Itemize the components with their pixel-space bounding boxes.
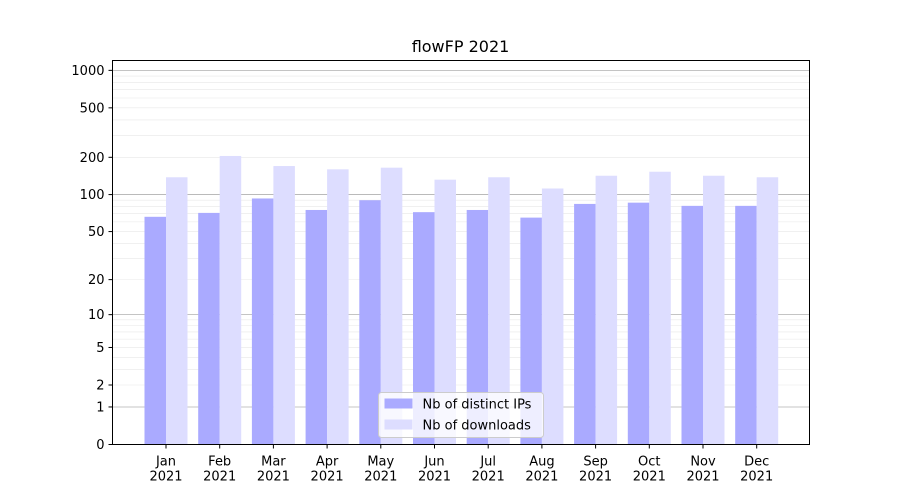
legend-label: Nb of distinct IPs xyxy=(423,398,532,413)
bar-distinct-ips xyxy=(574,203,596,445)
bar-downloads xyxy=(434,179,456,445)
x-tick-label: Jun 2021 xyxy=(418,455,451,485)
legend-label: Nb of downloads xyxy=(423,419,532,434)
x-tick-label: Apr 2021 xyxy=(311,455,344,485)
bar-downloads xyxy=(166,177,188,445)
y-tick-label: 1 xyxy=(96,400,104,415)
x-tick-label: Sep 2021 xyxy=(579,455,612,485)
bar-downloads xyxy=(380,167,403,445)
y-tick-label: 5 xyxy=(96,341,104,356)
legend-box xyxy=(378,392,544,438)
x-tick-label: Feb 2021 xyxy=(203,455,236,485)
x-tick-label: Nov 2021 xyxy=(686,455,719,485)
chart-title: flowFP 2021 xyxy=(412,37,510,56)
y-tick-label: 500 xyxy=(80,101,105,116)
bar-distinct-ips xyxy=(735,205,757,445)
y-tick-label: 0 xyxy=(96,438,104,453)
bar-distinct-ips xyxy=(305,209,328,445)
bar-distinct-ips xyxy=(144,216,166,445)
y-tick-label: 1000 xyxy=(71,64,104,79)
y-tick-label: 100 xyxy=(80,188,105,203)
bar-distinct-ips xyxy=(198,212,220,445)
legend-swatch xyxy=(384,398,413,409)
x-tick-label: Aug 2021 xyxy=(525,455,558,485)
bar-downloads xyxy=(756,177,779,445)
y-tick-label: 10 xyxy=(88,308,105,323)
x-tick-label: May 2021 xyxy=(364,455,397,485)
bar-downloads xyxy=(273,166,295,445)
x-tick-label: Jul 2021 xyxy=(472,455,505,485)
y-tick-label: 2 xyxy=(96,379,104,394)
bar-downloads xyxy=(541,188,564,445)
x-tick-label: Mar 2021 xyxy=(257,455,290,485)
x-tick-label: Jan 2021 xyxy=(149,455,182,485)
legend-swatch xyxy=(384,419,413,430)
plot-frame xyxy=(112,60,810,445)
x-tick-label: Dec 2021 xyxy=(740,455,773,485)
bar-downloads xyxy=(327,169,349,445)
x-tick-label: Oct 2021 xyxy=(633,455,666,485)
bar-distinct-ips xyxy=(413,212,435,445)
axes: Jan 2021 Feb 2021 Mar 2021 Apr 2021 May 2021 Jun 20… xyxy=(71,64,773,485)
bar-downloads xyxy=(649,171,671,445)
bar-distinct-ips xyxy=(466,209,489,445)
bar-downloads xyxy=(219,155,242,445)
bar-distinct-ips xyxy=(359,200,381,445)
bar-distinct-ips xyxy=(681,205,703,445)
bar-downloads xyxy=(488,177,510,445)
bar-downloads xyxy=(703,175,725,445)
bar-distinct-ips xyxy=(520,217,542,445)
bar-distinct-ips xyxy=(627,202,650,445)
y-tick-label: 20 xyxy=(88,273,105,288)
legend: Nb of distinct IPs Nb of downloads xyxy=(378,392,544,438)
bar-downloads xyxy=(595,175,618,445)
y-tick-label: 200 xyxy=(80,151,105,166)
bars xyxy=(144,155,779,445)
y-tick-label: 50 xyxy=(88,225,105,240)
bar-distinct-ips xyxy=(251,198,274,445)
